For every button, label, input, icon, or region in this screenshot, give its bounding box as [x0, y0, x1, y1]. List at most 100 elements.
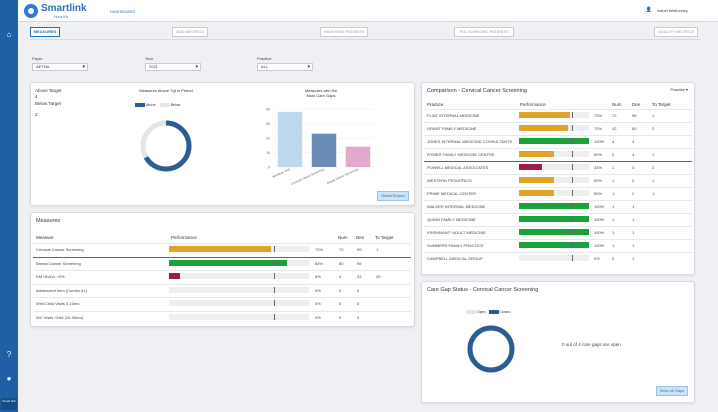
care-gap-donut: [467, 325, 515, 373]
practice-row[interactable]: GRANT FAMILY MEDICINE 70% 42 60 2: [424, 122, 692, 132]
legend-below: Below: [170, 103, 181, 107]
performance-bar: [519, 242, 589, 248]
tab-add-metrics[interactable]: ADD METRICS: [172, 27, 208, 37]
tab-quality-metrics[interactable]: QUALITY METRICS: [654, 27, 698, 37]
num-cell: 1: [612, 217, 615, 222]
practice-row[interactable]: PRIME MEDICAL CENTER 50% 1 2 1: [424, 187, 692, 197]
performance-bar: [519, 203, 589, 209]
den-cell: 1: [632, 230, 635, 235]
above-target-value: 4: [35, 94, 38, 99]
payer-select[interactable]: AETNA: [32, 63, 88, 71]
measures-panel: Measures Measure Performance Num Den To …: [30, 212, 415, 327]
practice-row[interactable]: JONES INTERNAL MEDICINE CONSULTANTS 100% 4…: [424, 135, 692, 145]
num-cell: 0: [339, 287, 342, 293]
practice-name: RYMER FAMILY MEDICINE CENTRE: [427, 152, 495, 157]
target-marker: [274, 300, 275, 306]
performance-percent: 50%: [594, 178, 603, 183]
practice-row[interactable]: FLINT INTERNAL MEDICINE 73% 72 99 1: [424, 109, 692, 119]
practice-select[interactable]: ALL: [257, 63, 313, 71]
performance-bar: [519, 125, 589, 131]
target-marker: [571, 255, 573, 261]
den-cell: 2: [632, 178, 635, 183]
performance-bar: [519, 164, 589, 170]
summary-panel: Above Target 4 Below Target 2 Measures A…: [30, 82, 415, 206]
care-gap-bar[interactable]: [277, 111, 303, 167]
num-cell: 4: [612, 139, 615, 144]
performance-bar: [519, 138, 589, 144]
performance-percent: 70%: [594, 126, 603, 131]
num-cell: 72: [339, 247, 344, 252]
year-select[interactable]: 2021: [145, 63, 201, 71]
target-marker: [274, 259, 275, 266]
brand-name: Smartlink: [41, 3, 87, 14]
practice-row[interactable]: RYMER FAMILY MEDICINE CENTRE 50% 2 4 1: [424, 148, 692, 158]
practice-name: WESTERN PEDIATRICS: [427, 178, 472, 183]
practice-row[interactable]: SUMMERS FAMILY PRACTICE 100% 1 1: [424, 239, 692, 249]
measure-row[interactable]: DM HbA1c >9% 8% 4 53 25: [33, 270, 411, 280]
target-marker: [571, 151, 573, 157]
comparison-header-den: Den: [632, 102, 641, 107]
practice-row[interactable]: CAMPBELL MEDICAL GROUP 0% 0 1: [424, 252, 692, 262]
practice-row[interactable]: WESTERN PEDIATRICS 50% 1 2 1: [424, 174, 692, 184]
practice-row[interactable]: POWELL MEDICAL ASSOCIATES 33% 1 3 2: [424, 161, 692, 171]
measure-name: WC Visits Child (15-30mo): [36, 314, 84, 320]
num-cell: 1: [612, 178, 615, 183]
performance-bar-fill: [519, 203, 589, 209]
view-all-gaps-button[interactable]: View all Gaps: [656, 386, 688, 396]
practice-name: KRISHNANT* ADULT MEDICINE: [427, 230, 486, 235]
performance-percent: 100%: [594, 230, 605, 235]
den-cell: 4: [632, 139, 635, 144]
legend-closed-swatch: [488, 310, 499, 315]
home-icon[interactable]: ⌂: [6, 30, 12, 39]
help-icon[interactable]: ?: [6, 350, 12, 359]
measure-row[interactable]: Well-Child Visits 0-15mo 0% 0 0: [33, 297, 411, 307]
comparison-header-num: Num: [612, 102, 622, 107]
tab-measures[interactable]: MEASURES: [30, 27, 60, 37]
measure-row[interactable]: WC Visits Child (15-30mo) 0% 0 0: [33, 310, 411, 321]
practice-row[interactable]: KRISHNANT* ADULT MEDICINE 100% 1 1: [424, 226, 692, 236]
practice-row[interactable]: WALKER INTERNAL MEDICINE 100% 1 1: [424, 200, 692, 210]
target-marker: [571, 203, 573, 209]
user-name[interactable]: Isabel Walloceley: [657, 8, 688, 13]
above-target-donut: [140, 120, 192, 172]
measure-row[interactable]: Cervical Cancer Screening 73% 72 99 1: [33, 243, 411, 253]
performance-bar: [519, 255, 589, 261]
detail-report-button[interactable]: Detail Report: [377, 191, 409, 201]
performance-percent: 0%: [315, 314, 321, 320]
num-cell: 80: [339, 260, 344, 266]
performance-bar-fill: [519, 216, 589, 222]
target-marker: [571, 164, 573, 170]
measures-header-performance: Performance: [171, 235, 197, 240]
performance-percent: 50%: [594, 191, 603, 196]
section-label: DASHBOARD: [110, 9, 136, 14]
target-marker: [571, 190, 573, 196]
measure-row[interactable]: Breast Cancer Screening 84% 80 95: [33, 256, 411, 267]
bar-title-line1: Measures with the: [304, 88, 338, 93]
num-cell: 1: [612, 243, 615, 248]
y-tick-label: 30: [266, 122, 270, 126]
target-marker: [274, 313, 275, 320]
tab-divider: [30, 39, 700, 40]
user-icon[interactable]: ●: [6, 374, 12, 383]
user-avatar-icon[interactable]: 👤: [645, 7, 652, 13]
performance-percent: 33%: [594, 165, 603, 170]
tab-polychronic-patients[interactable]: POLYCHRONIC PATIENTS: [454, 27, 514, 37]
brand-logo[interactable]: Smartlink Health: [24, 3, 104, 19]
care-gap-bar[interactable]: [345, 146, 371, 167]
den-cell: 2: [632, 191, 635, 196]
tab-high-risk-patients[interactable]: HIGH RISK PATIENTS: [320, 27, 368, 37]
care-gap-bar[interactable]: [311, 133, 337, 167]
measure-name: Well-Child Visits 0-15mo: [36, 301, 80, 306]
performance-bar-fill: [519, 125, 568, 131]
performance-bar: [519, 190, 589, 196]
care-gap-legend: Open Closed: [466, 310, 510, 315]
comparison-sort-select[interactable]: Practice ▾: [670, 87, 688, 92]
num-cell: 42: [612, 126, 617, 131]
practice-row[interactable]: QUINN FAMILY MEDICINE 100% 1 1: [424, 213, 692, 223]
num-cell: 0: [339, 301, 342, 306]
comparison-title: Comparison - Cervical Cancer Screening: [427, 88, 527, 94]
care-gap-summary: 0 out of 4 care gaps are open: [562, 342, 621, 347]
measure-row[interactable]: Adolescent Imm (Combo #1) 0% 0 0: [33, 283, 411, 294]
num-cell: 2: [612, 152, 615, 157]
performance-bar: [169, 313, 309, 320]
